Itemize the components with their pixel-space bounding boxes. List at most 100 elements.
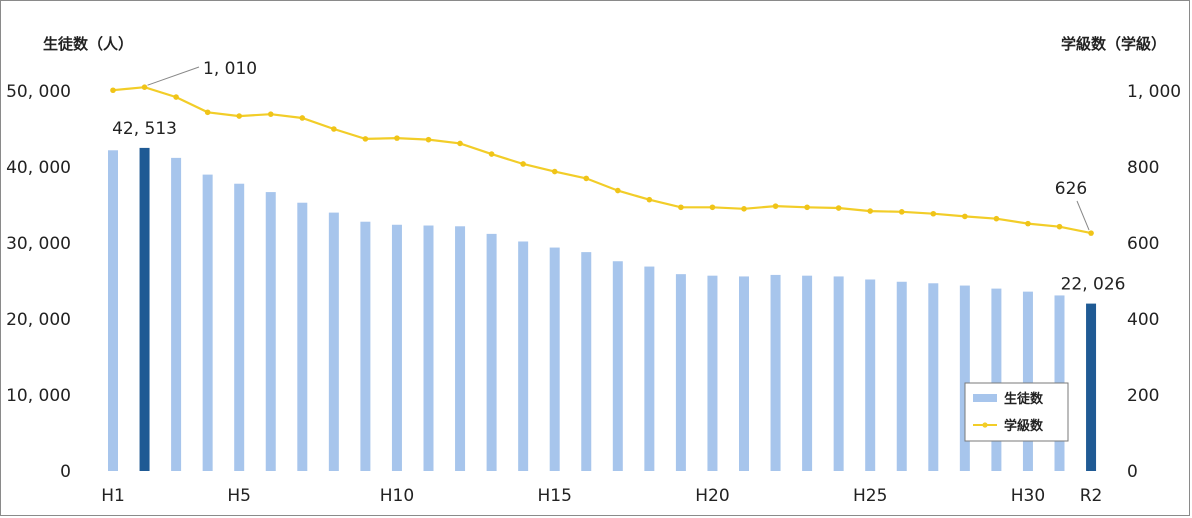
bar-H9 bbox=[360, 221, 371, 471]
class-count-point-H13 bbox=[488, 151, 495, 157]
class-count-point-H23 bbox=[804, 204, 810, 211]
y-right-axis-title: 学級数（学級） bbox=[1061, 35, 1166, 53]
x-tick-label: H15 bbox=[537, 486, 571, 506]
bar-H4 bbox=[202, 174, 213, 471]
class-count-point-H25 bbox=[867, 208, 873, 214]
class-count-point-H14 bbox=[520, 161, 526, 167]
annotation-leader-first-classes bbox=[147, 66, 200, 86]
bar-H3 bbox=[171, 157, 182, 471]
class-count-point-H22 bbox=[772, 203, 779, 209]
class-count-point-H20 bbox=[709, 204, 716, 211]
y-right-tick-label: 400 bbox=[1127, 310, 1159, 330]
bar-H12 bbox=[455, 226, 466, 471]
x-tick-label: H25 bbox=[853, 486, 887, 506]
legend-swatch-marker bbox=[982, 422, 988, 428]
annotations: 42, 513 22, 026 1, 010 626 bbox=[112, 59, 1125, 295]
class-count-point-H29 bbox=[993, 215, 1000, 222]
class-count-point-H11 bbox=[425, 136, 432, 143]
class-count-point-H7 bbox=[299, 115, 306, 121]
class-count-point-H24 bbox=[835, 205, 842, 211]
x-tick-label: H1 bbox=[101, 486, 125, 506]
y-right-tick-label: 0 bbox=[1127, 462, 1138, 482]
bar-H6 bbox=[265, 192, 276, 471]
class-count-point-R2 bbox=[1088, 230, 1094, 236]
class-count-point-H10 bbox=[394, 135, 400, 141]
line-class-count bbox=[110, 84, 1094, 236]
bar-H22 bbox=[770, 274, 781, 471]
bar-H27 bbox=[928, 283, 939, 471]
x-tick-label: R2 bbox=[1080, 486, 1103, 506]
class-count-line bbox=[112, 86, 1092, 235]
bar-H26 bbox=[896, 281, 907, 471]
class-count-point-H16 bbox=[583, 175, 590, 182]
legend-label-students: 生徒数 bbox=[1004, 391, 1044, 407]
y-left-axis-title: 生徒数（人） bbox=[43, 35, 133, 53]
bar-H30 bbox=[1022, 291, 1033, 471]
bar-H28 bbox=[959, 285, 970, 471]
bar-H16 bbox=[581, 252, 592, 471]
y-left-tick-label: 20, 000 bbox=[6, 310, 71, 330]
class-count-point-H30 bbox=[1025, 220, 1031, 227]
class-count-point-H12 bbox=[457, 140, 463, 147]
y-right-ticks: 0 200 400 600 800 1, 000 bbox=[1127, 82, 1181, 482]
class-count-point-H3 bbox=[173, 94, 179, 100]
y-right-tick-label: 1, 000 bbox=[1127, 82, 1181, 102]
class-count-point-H31 bbox=[1056, 223, 1063, 230]
x-tick-label: H20 bbox=[695, 486, 729, 506]
annotation-leader-last-classes bbox=[1076, 200, 1090, 231]
class-count-point-H26 bbox=[898, 209, 905, 215]
bar-H23 bbox=[802, 275, 813, 471]
class-count-point-H2 bbox=[141, 84, 148, 90]
class-count-point-H18 bbox=[646, 196, 653, 203]
y-left-tick-label: 30, 000 bbox=[6, 234, 71, 254]
class-count-point-H21 bbox=[741, 206, 747, 212]
annotation-first-students: 42, 513 bbox=[112, 119, 177, 139]
bar-H18 bbox=[644, 266, 655, 471]
bar-H25 bbox=[865, 279, 876, 471]
bar-H17 bbox=[612, 261, 623, 471]
y-right-tick-label: 600 bbox=[1127, 234, 1159, 254]
class-count-point-H6 bbox=[267, 111, 274, 117]
bar-H20 bbox=[707, 275, 718, 471]
bar-H11 bbox=[423, 225, 434, 471]
bar-H14 bbox=[518, 241, 529, 471]
x-tick-label: H10 bbox=[380, 486, 414, 506]
y-left-tick-label: 0 bbox=[60, 462, 71, 482]
y-left-ticks: 0 10, 000 20, 000 30, 000 40, 000 50, 000 bbox=[6, 82, 71, 482]
annotation-last-students: 22, 026 bbox=[1061, 275, 1126, 295]
bar-H29 bbox=[991, 288, 1002, 471]
x-ticks: H1 H5 H10 H15 H20 H25 H30 R2 bbox=[101, 486, 1102, 506]
class-count-point-H17 bbox=[615, 187, 621, 194]
class-count-point-H1 bbox=[110, 87, 116, 94]
class-count-point-H9 bbox=[362, 136, 369, 142]
bars-student-count bbox=[108, 147, 1097, 472]
x-tick-label: H5 bbox=[227, 486, 251, 506]
class-count-point-H5 bbox=[236, 113, 242, 119]
legend-label-classes: 学級数 bbox=[1004, 418, 1044, 434]
y-left-tick-label: 10, 000 bbox=[6, 386, 71, 406]
y-right-tick-label: 800 bbox=[1127, 158, 1159, 178]
bar-R2 bbox=[1086, 303, 1097, 471]
bar-H7 bbox=[297, 202, 308, 471]
y-left-tick-label: 40, 000 bbox=[6, 158, 71, 178]
bar-H13 bbox=[486, 233, 497, 471]
class-count-point-H15 bbox=[551, 168, 558, 175]
class-count-point-H27 bbox=[930, 210, 937, 217]
x-tick-label: H30 bbox=[1011, 486, 1045, 506]
y-right-tick-label: 200 bbox=[1127, 386, 1159, 406]
class-count-point-H19 bbox=[678, 204, 684, 211]
bar-H10 bbox=[391, 224, 402, 471]
class-count-point-H4 bbox=[204, 109, 211, 116]
bar-H24 bbox=[833, 276, 844, 471]
legend-box bbox=[964, 382, 1069, 442]
bar-H2 bbox=[139, 147, 150, 472]
bar-H8 bbox=[328, 212, 339, 471]
bar-H19 bbox=[675, 274, 686, 471]
bar-H5 bbox=[234, 183, 245, 471]
annotation-first-classes: 1, 010 bbox=[203, 59, 257, 79]
bar-H21 bbox=[739, 276, 749, 471]
bar-H15 bbox=[549, 247, 560, 471]
y-left-tick-label: 50, 000 bbox=[6, 82, 71, 102]
